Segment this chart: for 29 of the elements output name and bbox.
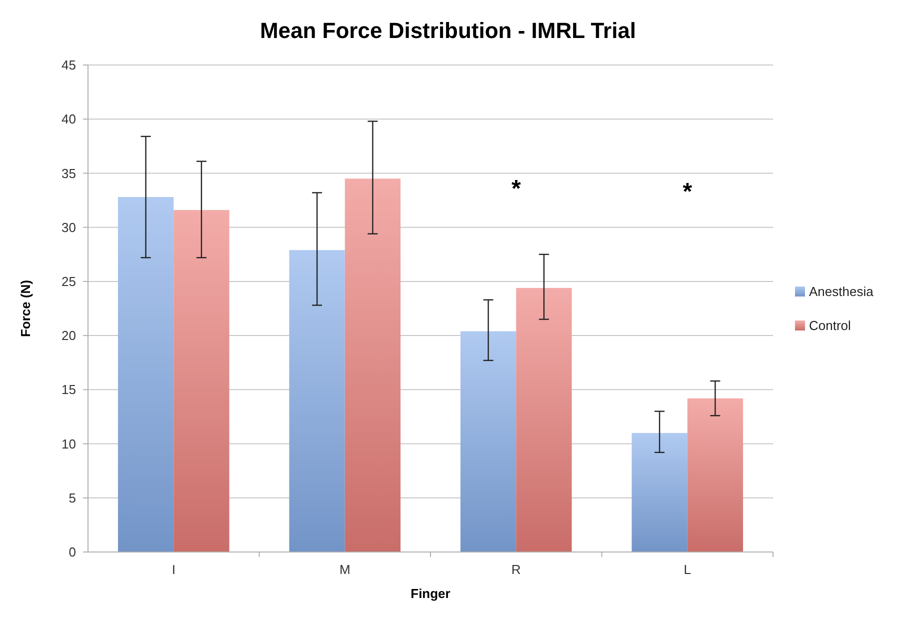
annotation: *: [511, 175, 522, 202]
bar: [460, 331, 516, 552]
x-tick-label: M: [339, 562, 350, 577]
x-axis-title: Finger: [410, 586, 450, 601]
x-tick-label: L: [684, 562, 691, 577]
y-tick-label: 10: [62, 436, 76, 452]
legend-label: Anesthesia: [809, 284, 874, 300]
y-tick-label: 15: [62, 382, 76, 398]
bar: [632, 432, 688, 552]
y-tick-label: 40: [62, 112, 76, 127]
y-tick-label: 30: [62, 220, 76, 235]
y-tick-label: 25: [62, 274, 76, 289]
bar: [687, 398, 744, 552]
chart-title: Mean Force Distribution - IMRL Trial: [260, 18, 636, 43]
legend-label: Control: [809, 318, 852, 334]
bar: [516, 288, 572, 552]
y-tick-label: 5: [68, 490, 76, 506]
y-tick-label: 35: [62, 166, 76, 181]
x-tick-label: I: [172, 562, 176, 577]
y-tick-label: 45: [62, 58, 76, 73]
y-axis-title: Force (N): [18, 280, 33, 338]
y-tick-label: 0: [68, 544, 76, 560]
bar: [289, 250, 345, 552]
bar: [118, 197, 174, 552]
y-tick-label: 20: [62, 328, 76, 344]
bar: [174, 210, 230, 552]
annotation: *: [682, 178, 693, 206]
x-tick-label: R: [511, 562, 521, 577]
bar: [344, 178, 401, 552]
